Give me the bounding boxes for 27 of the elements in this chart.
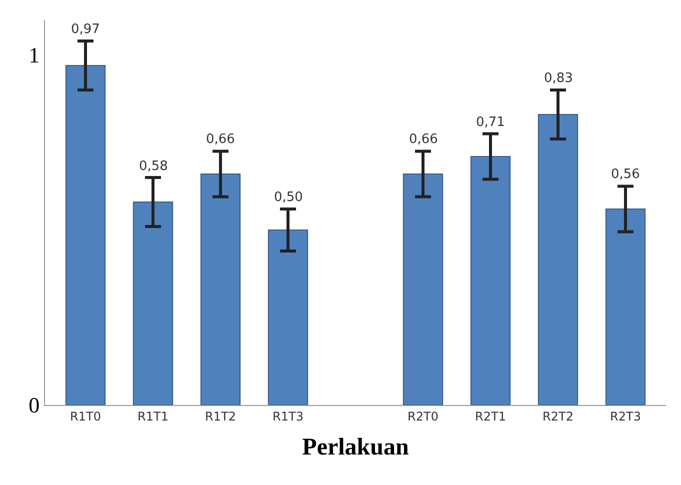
bar	[402, 174, 444, 405]
x-tick-label: R2T1	[475, 409, 506, 424]
bar	[470, 156, 511, 405]
x-tick-label: R1T0	[70, 409, 101, 424]
x-tick-label: R1T2	[205, 409, 236, 424]
data-label: 0,50	[274, 190, 303, 205]
data-label: 0,83	[544, 71, 573, 86]
data-label: 0,71	[476, 115, 505, 130]
y-tick-label: 1	[28, 42, 40, 68]
x-tick-label: R2T2	[542, 409, 574, 424]
x-tick-label: R1T1	[138, 409, 168, 424]
y-tick-label: 0	[28, 392, 40, 418]
bar	[200, 174, 241, 405]
x-tick-label: R2T0	[408, 409, 438, 424]
bar	[65, 65, 106, 405]
bar	[538, 114, 578, 405]
data-label: 0,66	[409, 132, 438, 147]
bar	[132, 202, 174, 405]
x-tick-label: R2T3	[610, 409, 641, 424]
data-label: 0,56	[611, 167, 640, 182]
x-tick-label: R1T3	[272, 409, 304, 424]
x-axis-title: Perlakuan	[302, 434, 409, 461]
bar	[268, 230, 308, 405]
data-label: 0,97	[71, 22, 100, 37]
data-label: 0,58	[139, 159, 168, 174]
bar	[605, 208, 646, 405]
data-label: 0,66	[206, 132, 235, 147]
